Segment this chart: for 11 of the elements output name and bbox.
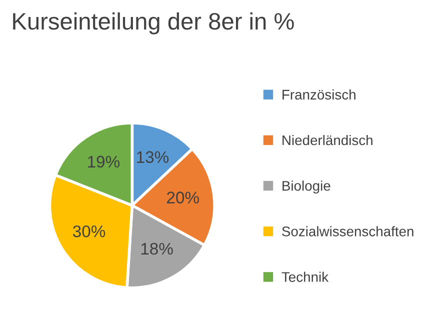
legend-label: Sozialwissenschaften: [282, 226, 414, 236]
legend-label: Technik: [282, 272, 329, 282]
data-label: 30%: [72, 225, 106, 238]
data-label: 13%: [137, 151, 169, 163]
data-label: 20%: [167, 192, 199, 204]
legend-label: Niederländisch: [282, 134, 372, 146]
data-label: 19%: [88, 156, 120, 168]
legend-label: Französisch: [282, 89, 356, 100]
legend-label: Biologie: [282, 180, 330, 194]
data-label: 18%: [141, 242, 173, 255]
chart-title: Kurseinteilung der 8er in %: [13, 12, 294, 34]
